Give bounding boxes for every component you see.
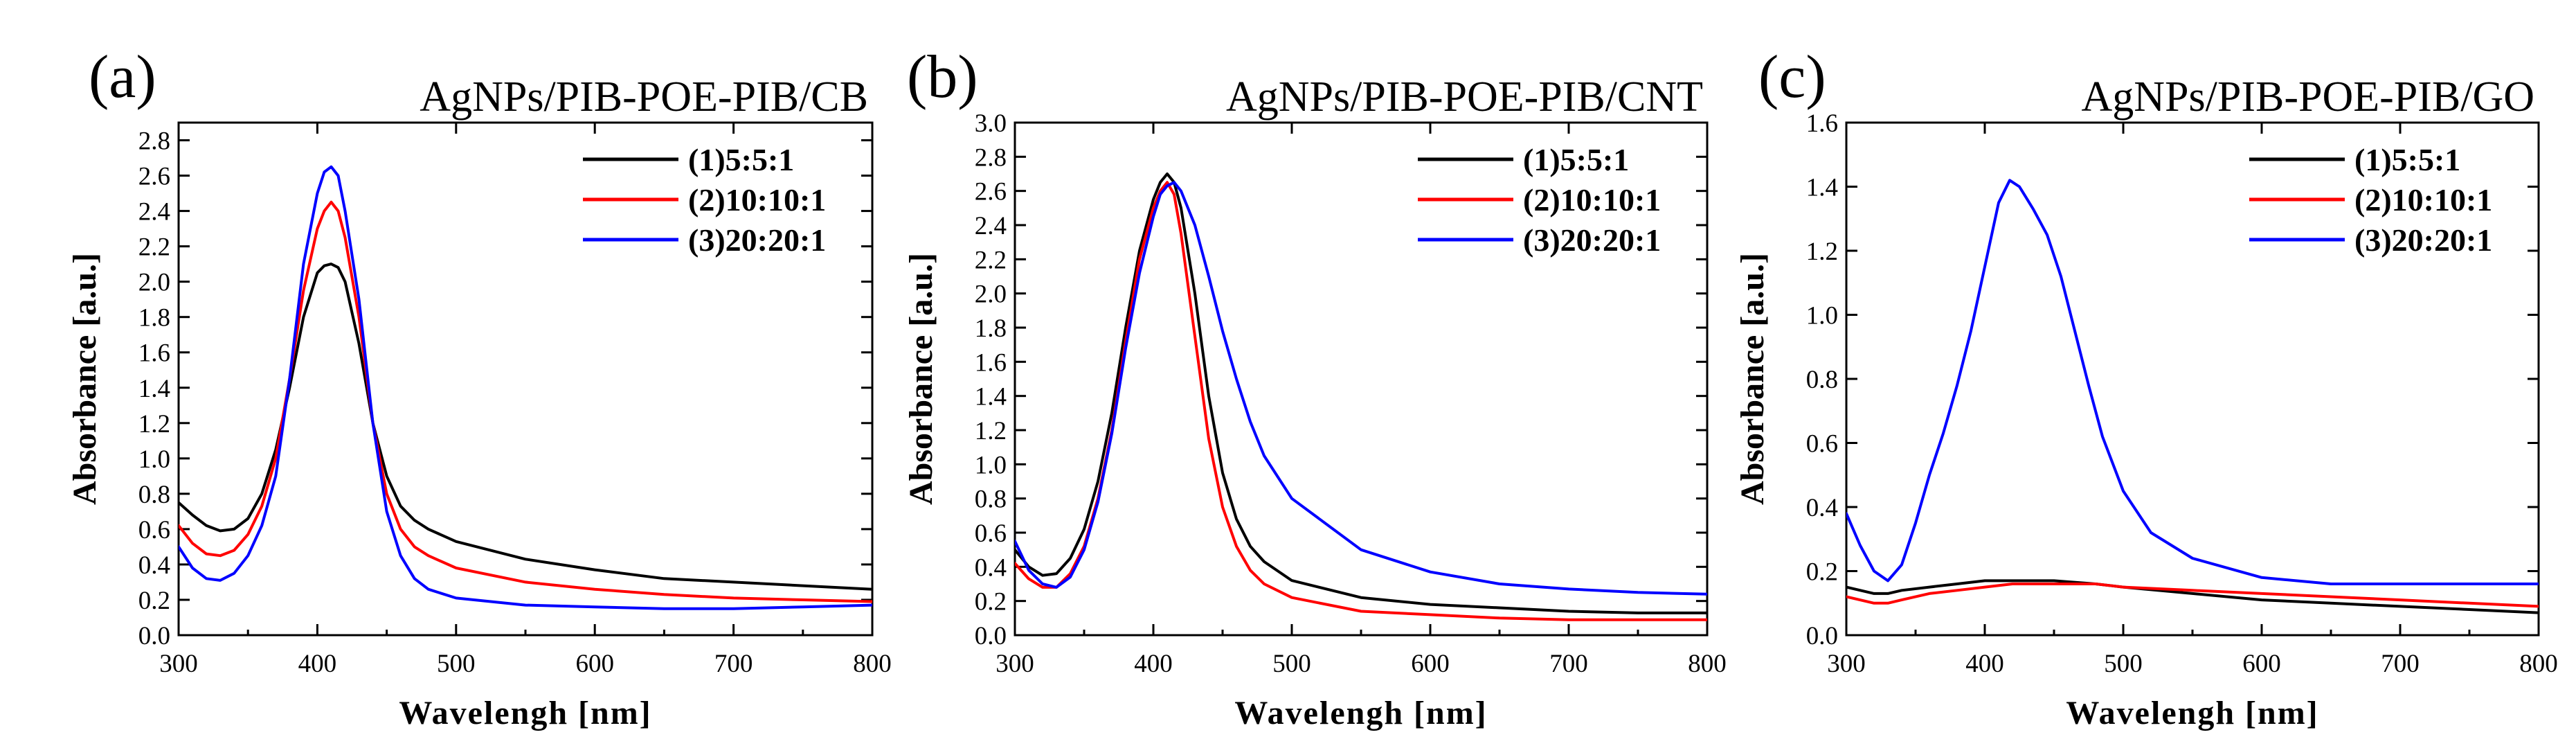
y-tick-label: 0.0: [1806, 622, 1838, 650]
x-tick-label: 800: [2519, 650, 2558, 678]
x-tick-label: 700: [2381, 650, 2420, 678]
y-tick-label: 1.4: [138, 375, 170, 403]
y-tick-label: 0.4: [1806, 494, 1838, 522]
x-tick-label: 300: [1827, 650, 1866, 678]
legend-label-3: (3)20:20:1: [2354, 222, 2492, 258]
y-tick-label: 1.2: [975, 417, 1007, 445]
y-tick-label: 2.0: [138, 269, 170, 297]
y-tick-label: 0.2: [975, 588, 1007, 616]
x-tick-label: 800: [1688, 650, 1727, 678]
y-tick-label: 0.6: [975, 519, 1007, 548]
panel-b: (b) AgNPs/PIB-POE-PIB/CNT 300 400 500 600 700 8…: [903, 44, 1727, 731]
legend-label-1: (1)5:5:1: [688, 142, 794, 177]
y-axis-label: Absorbance [a.u.]: [903, 253, 939, 505]
y-tick-label: 1.6: [1806, 109, 1838, 138]
y-tick-label: 0.0: [975, 622, 1007, 650]
y-tick-label: 2.2: [138, 233, 170, 262]
y-tick-label: 1.0: [138, 445, 170, 474]
y-tick-label: 1.2: [1806, 238, 1838, 266]
legend-label-3: (3)20:20:1: [1523, 222, 1661, 258]
y-tick-label: 0.2: [1806, 558, 1838, 587]
y-tick-label: 1.8: [975, 314, 1007, 343]
panel-title: AgNPs/PIB-POE-PIB/CB: [420, 73, 868, 121]
x-tick-label: 800: [853, 650, 892, 678]
y-tick-label: 1.6: [975, 348, 1007, 377]
y-tick-label: 1.2: [138, 410, 170, 438]
y-axis-label: Absorbance [a.u.]: [66, 253, 103, 505]
y-tick-label: 0.8: [138, 481, 170, 509]
y-tick-label: 2.4: [975, 212, 1007, 240]
y-tick-label: 0.2: [138, 587, 170, 615]
y-tick-label: 1.0: [1806, 302, 1838, 330]
series-line-1: [179, 263, 872, 591]
y-tick-label: 1.4: [975, 383, 1007, 411]
y-tick-label: 1.0: [975, 451, 1007, 479]
y-tick-label: 2.0: [975, 281, 1007, 309]
panel-letter: (b): [907, 44, 978, 111]
legend-label-1: (1)5:5:1: [1523, 142, 1629, 177]
series-line-1: [1015, 172, 1707, 614]
series-line-2: [1846, 583, 2539, 608]
x-tick-label: 700: [1549, 650, 1588, 678]
x-tick-label: 500: [1272, 650, 1311, 678]
series-line-3: [179, 165, 872, 610]
y-tick-label: 2.8: [138, 127, 170, 156]
y-tick-label: 0.6: [138, 516, 170, 544]
panel-c: (c) AgNPs/PIB-POE-PIB/GO 300 400 500 600 700 80…: [1734, 44, 2558, 731]
y-tick-label: 2.6: [138, 163, 170, 191]
y-tick-label: 2.2: [975, 246, 1007, 274]
series-line-3: [1846, 179, 2539, 585]
y-tick-label: 1.8: [138, 304, 170, 332]
series-line-1: [1846, 579, 2539, 614]
y-axis-label: Absorbance [a.u.]: [1734, 253, 1771, 505]
legend-label-3: (3)20:20:1: [688, 222, 826, 258]
x-tick-label: 300: [159, 650, 198, 678]
y-tick-label: 2.8: [975, 143, 1007, 172]
panel-a: (a) AgNPs/PIB-POE-PIB/CB 300 400 500 600 700 80…: [66, 44, 892, 731]
series-line-2: [1015, 181, 1707, 621]
x-tick-label: 400: [1965, 650, 2004, 678]
x-tick-label: 600: [1411, 650, 1450, 678]
panel-title: AgNPs/PIB-POE-PIB/GO: [2081, 73, 2534, 121]
x-tick-label: 500: [437, 650, 476, 678]
y-tick-label: 3.0: [975, 109, 1007, 138]
y-tick-label: 0.4: [975, 553, 1007, 582]
x-tick-label: 700: [714, 650, 753, 678]
panel-title: AgNPs/PIB-POE-PIB/CNT: [1226, 73, 1703, 121]
series-line-3: [1015, 181, 1707, 596]
x-tick-label: 400: [298, 650, 337, 678]
legend-label-2: (2)10:10:1: [1523, 182, 1661, 217]
series-line-2: [179, 200, 872, 603]
y-tick-label: 0.4: [138, 551, 170, 580]
y-tick-label: 2.6: [975, 178, 1007, 206]
legend-label-1: (1)5:5:1: [2354, 142, 2460, 177]
x-axis-label: Wavelengh [nm]: [2066, 695, 2318, 731]
x-tick-label: 600: [575, 650, 614, 678]
y-tick-label: 1.4: [1806, 174, 1838, 202]
x-axis-label: Wavelengh [nm]: [1234, 695, 1487, 731]
legend-label-2: (2)10:10:1: [688, 182, 826, 217]
legend-label-2: (2)10:10:1: [2354, 182, 2492, 217]
x-tick-label: 300: [996, 650, 1034, 678]
panel-letter: (c): [1758, 44, 1826, 111]
y-tick-label: 2.4: [138, 198, 170, 226]
x-tick-label: 500: [2104, 650, 2143, 678]
panel-letter: (a): [89, 44, 156, 111]
x-tick-label: 400: [1134, 650, 1173, 678]
y-tick-label: 0.0: [138, 622, 170, 650]
y-tick-label: 0.8: [1806, 366, 1838, 394]
y-tick-label: 1.6: [138, 339, 170, 368]
x-axis-label: Wavelengh [nm]: [399, 695, 651, 731]
y-tick-label: 0.6: [1806, 430, 1838, 459]
y-tick-label: 0.8: [975, 486, 1007, 514]
x-tick-label: 600: [2242, 650, 2281, 678]
